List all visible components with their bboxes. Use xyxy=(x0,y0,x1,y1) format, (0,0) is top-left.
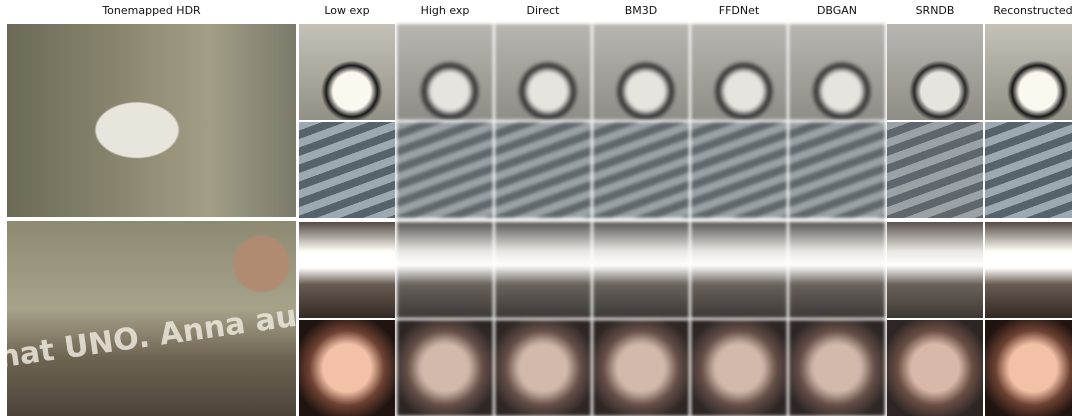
image-crop xyxy=(299,122,395,218)
image-crop xyxy=(887,320,983,416)
image-crop xyxy=(985,222,1072,318)
image-crop xyxy=(495,122,591,218)
image-crop xyxy=(495,320,591,416)
column-header: Tonemapped HDR xyxy=(7,4,296,17)
column-header: High exp xyxy=(397,4,493,17)
image-crop xyxy=(887,122,983,218)
image-crop xyxy=(691,222,787,318)
image-crop xyxy=(299,222,395,318)
image-crop xyxy=(299,320,395,416)
hdr-image: hat UNO. Anna auch. xyxy=(7,221,296,416)
column-header: Reconstructed xyxy=(985,4,1072,17)
image-crop xyxy=(495,222,591,318)
figure: Tonemapped HDRLow expHigh expDirectBM3DF… xyxy=(0,0,1072,416)
image-crop xyxy=(887,222,983,318)
image-crop xyxy=(887,24,983,120)
image-crop xyxy=(985,320,1072,416)
image-crop xyxy=(299,24,395,120)
column-header: FFDNet xyxy=(691,4,787,17)
image-crop xyxy=(789,222,885,318)
image-crop xyxy=(593,222,689,318)
image-crop xyxy=(397,122,493,218)
column-header: SRNDB xyxy=(887,4,983,17)
image-crop xyxy=(593,122,689,218)
image-crop xyxy=(397,222,493,318)
image-crop xyxy=(789,24,885,120)
image-crop xyxy=(691,122,787,218)
image-crop xyxy=(789,320,885,416)
image-crop xyxy=(985,122,1072,218)
image-crop xyxy=(593,320,689,416)
image-crop xyxy=(789,122,885,218)
image-crop xyxy=(397,24,493,120)
scene-text: hat UNO. Anna auch. xyxy=(7,292,296,376)
image-crop xyxy=(397,320,493,416)
image-crop xyxy=(593,24,689,120)
hdr-image xyxy=(7,24,296,217)
column-header: Direct xyxy=(495,4,591,17)
column-header: DBGAN xyxy=(789,4,885,17)
image-crop xyxy=(495,24,591,120)
column-header: BM3D xyxy=(593,4,689,17)
column-header: Low exp xyxy=(299,4,395,17)
image-crop xyxy=(691,320,787,416)
image-crop xyxy=(691,24,787,120)
image-crop xyxy=(985,24,1072,120)
